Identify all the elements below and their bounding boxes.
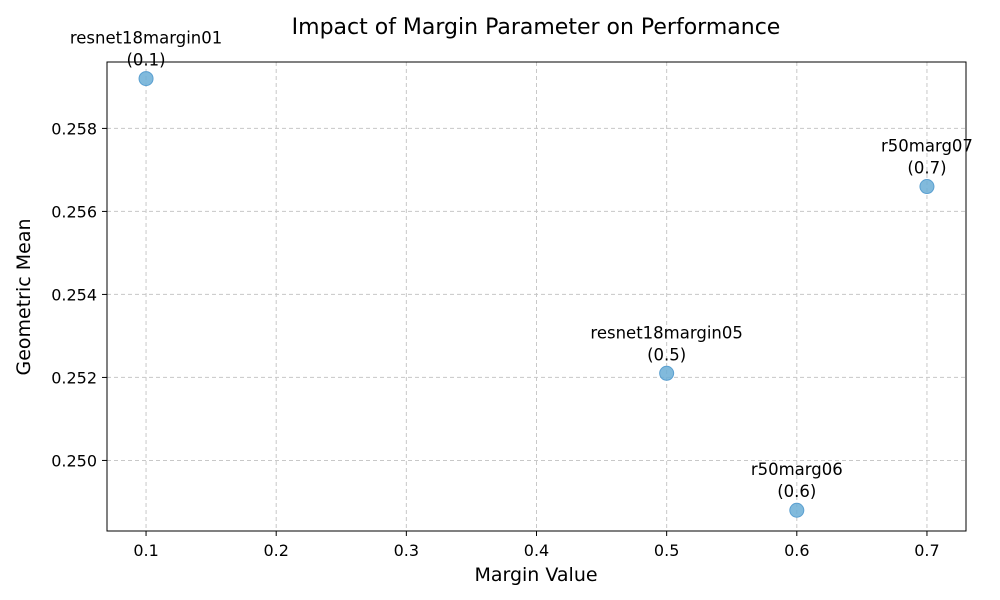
data-point xyxy=(789,502,805,518)
data-point xyxy=(659,365,675,381)
data-point xyxy=(138,71,154,87)
y-tick-label: 0.254 xyxy=(51,285,97,304)
points-layer xyxy=(138,71,935,518)
chart-title: Impact of Margin Parameter on Performanc… xyxy=(292,15,781,40)
point-label: r50marg07 xyxy=(881,137,973,156)
y-tick-label: 0.250 xyxy=(51,451,97,470)
x-tick-label: 0.7 xyxy=(914,541,939,560)
y-axis-label: Geometric Mean xyxy=(13,218,35,375)
grid-layer xyxy=(107,62,966,531)
x-tick-label: 0.6 xyxy=(784,541,809,560)
x-tick-label: 0.5 xyxy=(654,541,679,560)
x-axis: 0.1 0.2 0.3 0.4 0.5 0.6 0.7 xyxy=(133,531,940,560)
point-value-label: (0.1) xyxy=(126,51,165,70)
x-axis-label: Margin Value xyxy=(474,564,597,586)
annotations-layer: resnet18margin01 (0.1) resnet18margin05 (0.… xyxy=(70,29,973,502)
x-tick-label: 0.1 xyxy=(133,541,158,560)
x-tick-label: 0.4 xyxy=(524,541,549,560)
point-label: resnet18margin05 xyxy=(590,323,742,342)
data-point xyxy=(919,179,935,195)
x-tick-label: 0.2 xyxy=(263,541,288,560)
point-label: resnet18margin01 xyxy=(70,29,222,48)
y-axis: 0.250 0.252 0.254 0.256 0.258 xyxy=(51,119,107,470)
y-tick-label: 0.252 xyxy=(51,368,97,387)
point-value-label: (0.5) xyxy=(647,345,686,364)
point-value-label: (0.7) xyxy=(907,159,946,178)
x-tick-label: 0.3 xyxy=(394,541,419,560)
point-value-label: (0.6) xyxy=(777,482,816,501)
point-label: r50marg06 xyxy=(751,460,843,479)
y-tick-label: 0.258 xyxy=(51,119,97,138)
y-tick-label: 0.256 xyxy=(51,202,97,221)
